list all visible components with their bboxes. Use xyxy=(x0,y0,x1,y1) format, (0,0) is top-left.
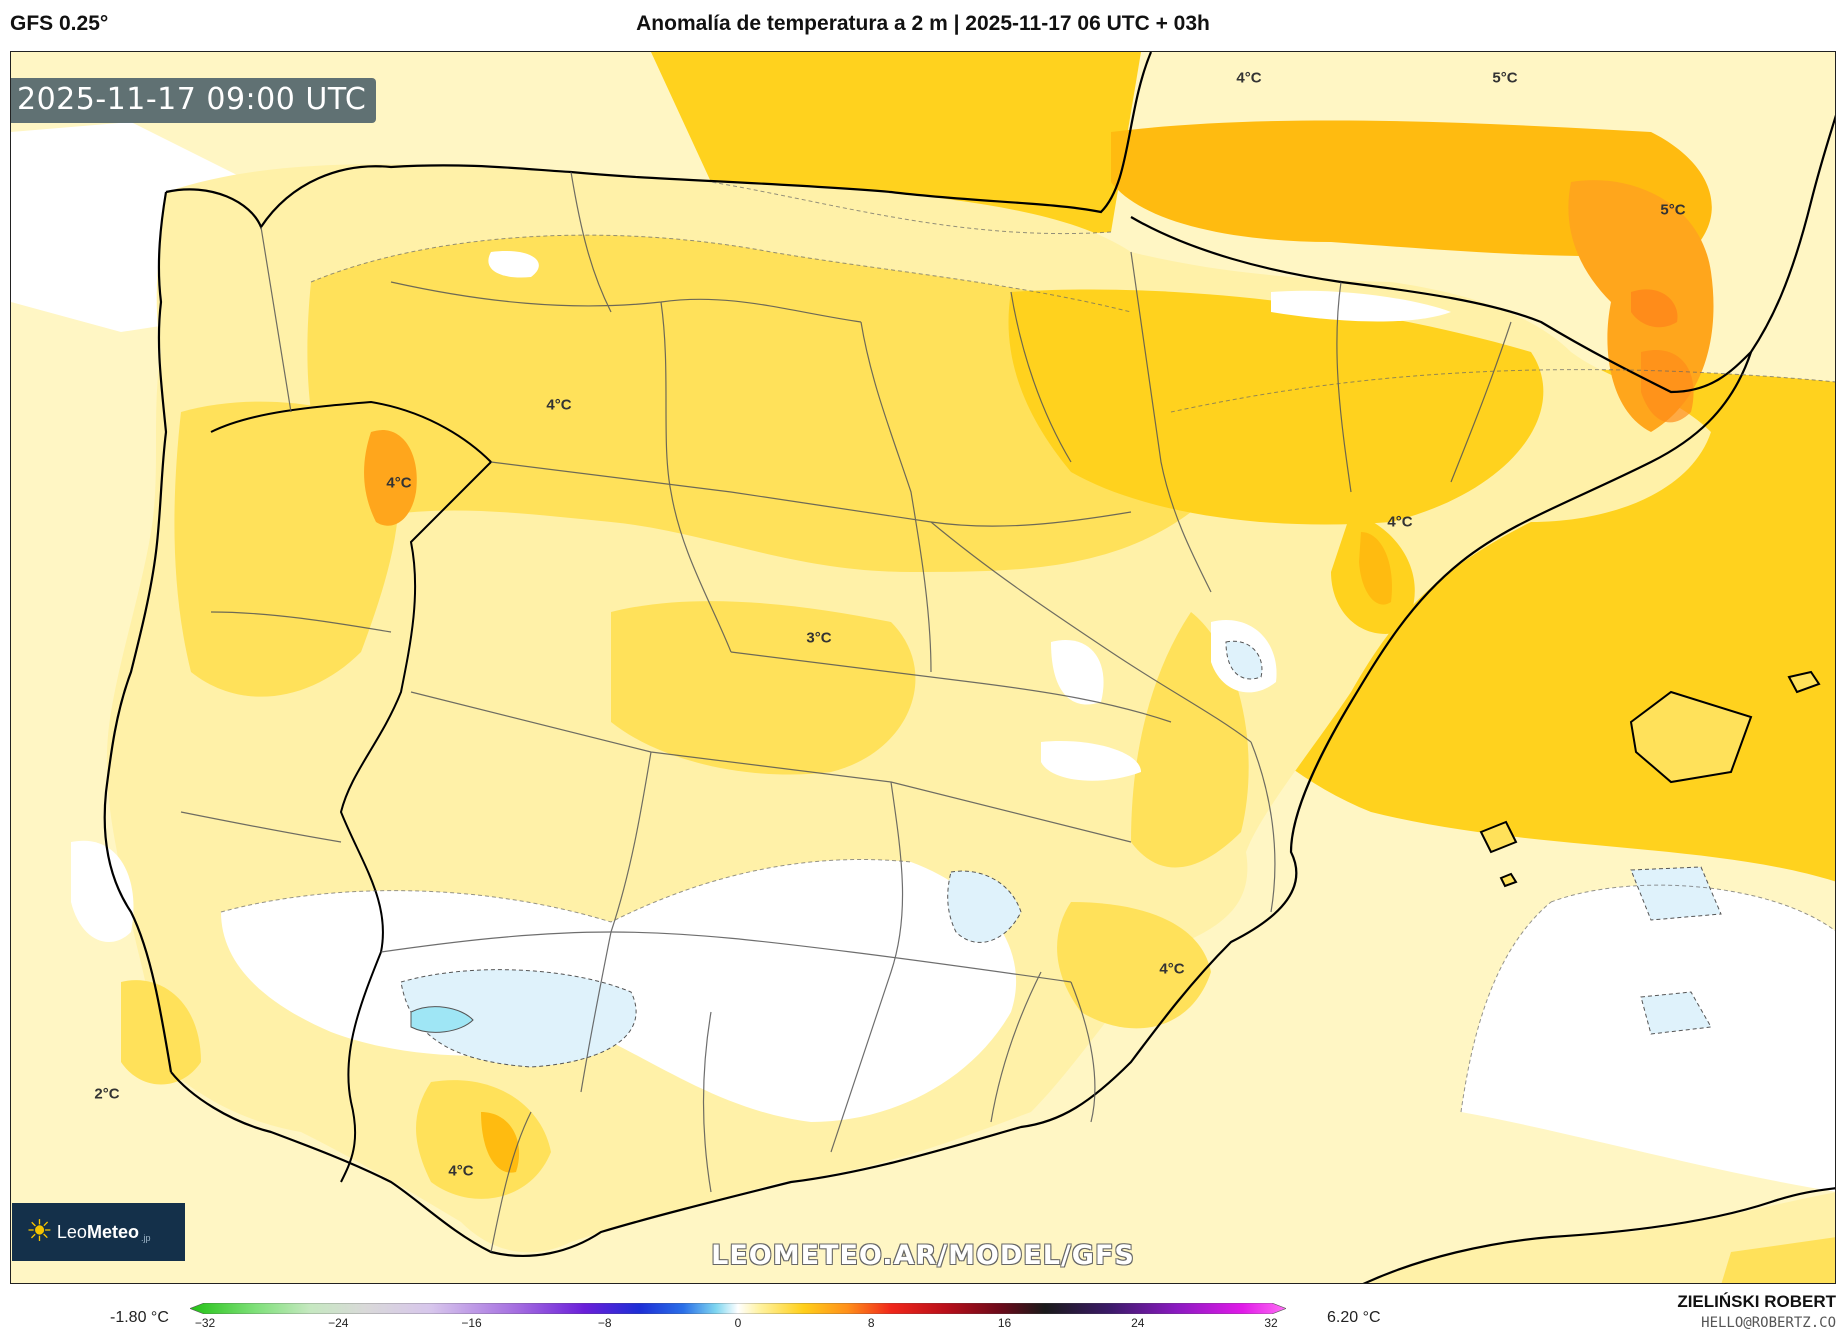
coastline-med xyxy=(170,351,1753,1258)
anomaly-map xyxy=(11,52,1835,1283)
guadalquivir-pale-blue xyxy=(400,969,637,1068)
teruel-pale-blue xyxy=(1225,640,1263,680)
north-africa-land xyxy=(1365,1192,1835,1283)
north-africa-yellow xyxy=(1721,1237,1835,1283)
coastline-africa xyxy=(1362,1187,1835,1283)
catalonia-orange-2 xyxy=(1641,350,1694,423)
contour-label: 3°C xyxy=(806,629,832,647)
contour-label: 5°C xyxy=(1660,201,1686,219)
portugal-south-yellow xyxy=(121,980,201,1085)
colorbar-tick-label: 32 xyxy=(1264,1316,1278,1330)
central-yellow-zone xyxy=(611,601,916,775)
model-name: GFS 0.25° xyxy=(10,12,109,35)
murcia-yellow-zone xyxy=(1057,902,1211,1029)
colorbar-gradient xyxy=(190,1303,1286,1314)
colorbar-tick-label: −32 xyxy=(194,1316,216,1330)
north-yellow-zone xyxy=(307,235,1203,572)
cantabria-white-strip xyxy=(1271,290,1451,322)
balearic-pale-blue xyxy=(1630,866,1722,921)
coastline-east xyxy=(1130,114,1835,394)
contour-label: 4°C xyxy=(1159,960,1185,978)
contour-label: 4°C xyxy=(1236,69,1262,87)
province-boundaries xyxy=(180,171,1512,1253)
colorbar-tick-label: 8 xyxy=(867,1316,875,1330)
colorbar-tick-label: −16 xyxy=(461,1316,482,1330)
contour-label: 4°C xyxy=(546,396,572,414)
author-credit: ZIELIŃSKI ROBERT xyxy=(1677,1292,1836,1311)
pyrenees-amber-zone xyxy=(1111,120,1712,257)
northeast-yellow-zone xyxy=(1008,289,1544,525)
ibiza-island xyxy=(1479,820,1518,854)
formentera-island xyxy=(1499,872,1518,888)
portugal-border xyxy=(210,400,493,1183)
contour-label: 4°C xyxy=(386,474,412,492)
balearic-pale-blue-2 xyxy=(1640,991,1712,1035)
north-white-patch xyxy=(488,251,539,278)
leometeo-logo[interactable]: ☀ LeoMeteo .jp xyxy=(12,1203,185,1261)
coastline xyxy=(165,52,1153,230)
colorbar-tick-label: −8 xyxy=(597,1316,612,1330)
portugal-white-strip xyxy=(71,840,134,942)
colorbar-max-label: 6.20 °C xyxy=(1327,1309,1381,1326)
northwest-yellow-zone xyxy=(174,401,400,697)
watermark-url: LEOMETEO.AR/MODEL/GFS xyxy=(711,1240,1135,1271)
colorbar-min-label: -1.80 °C xyxy=(110,1309,169,1326)
contour-label: 2°C xyxy=(94,1085,120,1103)
colorbar-tick-label: 24 xyxy=(1131,1316,1145,1330)
central-white-2 xyxy=(1041,741,1141,781)
leon-orange-zone xyxy=(364,430,417,526)
catalonia-deep-orange xyxy=(1631,289,1678,328)
la-mancha-pale-blue xyxy=(947,870,1022,943)
colorbar-tick-label: 16 xyxy=(997,1316,1012,1330)
central-white-1 xyxy=(1051,640,1104,705)
colorbar-ticks: −32 −24 −16 −8 0 8 16 24 32 xyxy=(195,1316,1278,1336)
contour-label: 4°C xyxy=(448,1162,474,1180)
contour-label: 4°C xyxy=(1387,513,1413,531)
contour-lines xyxy=(220,181,1835,1113)
valid-time-badge: 2025-11-17 09:00 UTC xyxy=(11,78,377,123)
southeast-white-field xyxy=(1461,885,1835,1192)
logo-text: LeoMeteo .jp xyxy=(56,1221,151,1243)
coastline-west xyxy=(103,191,173,1073)
huelva-yellow-zone xyxy=(416,1080,551,1199)
colorbar-tick-label: 0 xyxy=(734,1316,742,1330)
contour-label: 5°C xyxy=(1492,69,1518,87)
guadalquivir-cyan xyxy=(410,1006,474,1033)
valencia-amber xyxy=(1359,532,1392,605)
huelva-amber xyxy=(481,1112,520,1173)
map-title: Anomalía de temperatura a 2 m | 2025-11-… xyxy=(636,12,1210,35)
colorbar-tick-label: −24 xyxy=(328,1316,349,1330)
map-panel[interactable]: 2025-11-17 09:00 UTC 4°C 5°C 5°C 4°C 4°C… xyxy=(10,51,1836,1284)
colorbar: -1.80 °C xyxy=(0,1290,1846,1339)
author-email[interactable]: HELLO@ROBERTZ.CO xyxy=(1701,1315,1836,1331)
sun-icon: ☀ xyxy=(26,1215,53,1248)
mallorca-island xyxy=(1629,690,1753,784)
menorca-island xyxy=(1787,670,1821,694)
